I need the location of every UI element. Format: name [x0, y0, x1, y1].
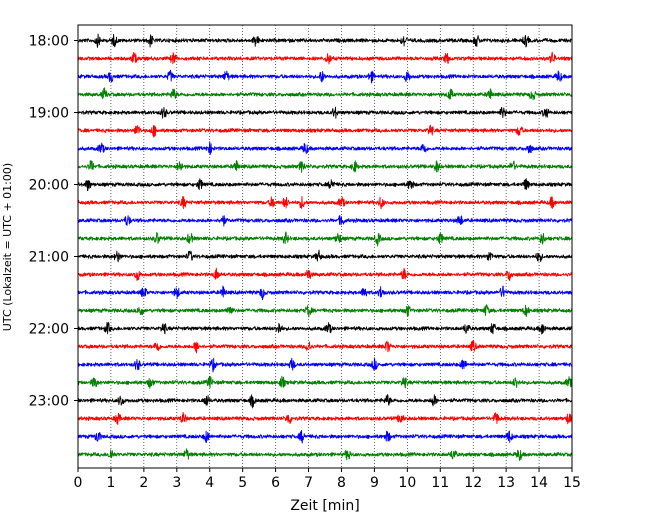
- plot-frame: [77, 24, 573, 469]
- seismic-trace-2030: [77, 214, 573, 227]
- y-tick-label: 20:00: [29, 178, 69, 194]
- x-tick-label: 5: [238, 475, 247, 491]
- seismic-trace-2200: [77, 322, 573, 335]
- y-tick-label: 23:00: [29, 394, 69, 410]
- x-tick-label: 7: [304, 475, 313, 491]
- seismic-trace-2215: [77, 340, 573, 354]
- x-tick-label: 11: [431, 475, 449, 491]
- seismic-trace-1945: [77, 159, 573, 173]
- x-axis-label: Zeit [min]: [290, 498, 359, 514]
- x-tick-label: 15: [563, 475, 581, 491]
- seismic-trace-2230: [77, 357, 573, 373]
- x-tick-label: 1: [106, 475, 115, 491]
- seismic-trace-2330: [77, 429, 573, 444]
- x-tick-label: 9: [370, 475, 379, 491]
- x-tick-label: 14: [530, 475, 548, 491]
- seismic-trace-1845: [77, 87, 573, 101]
- x-tick-label: 2: [139, 475, 148, 491]
- x-tick-label: 4: [205, 475, 214, 491]
- x-tick-label: 13: [497, 475, 515, 491]
- x-tick-label: 6: [271, 475, 280, 491]
- seismic-trace-1900: [77, 106, 573, 119]
- seismic-trace-2100: [77, 249, 573, 263]
- seismic-trace-2245: [77, 375, 573, 389]
- y-tick-label: 21:00: [29, 250, 69, 266]
- seismic-trace-1800: [77, 33, 573, 48]
- seismic-trace-2015: [77, 195, 573, 210]
- seismic-trace-1830: [77, 69, 573, 84]
- seismic-trace-2315: [77, 411, 573, 425]
- grid-layer: [110, 25, 540, 468]
- x-axis: 0 1 2 3 4 5 6 7 8 9 10 11 12 13 14 15: [74, 468, 581, 491]
- x-tick-label: 12: [464, 475, 482, 491]
- seismic-trace-2045: [77, 231, 573, 247]
- y-tick-label: 22:00: [29, 322, 69, 338]
- y-axis: 18:00 19:00 20:00 21:00 22:00 23:00: [29, 34, 78, 410]
- y-tick-label: 19:00: [29, 106, 69, 122]
- seismic-trace-2345: [77, 448, 573, 461]
- seismic-trace-2145: [77, 304, 573, 318]
- seismic-trace-1930: [77, 141, 573, 155]
- seismic-trace-1915: [77, 124, 573, 138]
- x-tick-label: 10: [398, 475, 416, 491]
- seismic-trace-2300: [77, 394, 573, 409]
- y-axis-label: UTC (Lokalzeit = UTC + 01:00): [1, 163, 14, 331]
- x-tick-label: 8: [337, 475, 346, 491]
- trace-layer: [77, 33, 573, 461]
- seismic-trace-1815: [77, 51, 573, 65]
- seismic-trace-2130: [77, 285, 573, 301]
- seismic-trace-2000: [77, 178, 573, 192]
- x-tick-label: 3: [172, 475, 181, 491]
- x-tick-label: 0: [74, 475, 83, 491]
- y-tick-label: 18:00: [29, 34, 69, 50]
- seismic-trace-2115: [77, 267, 573, 281]
